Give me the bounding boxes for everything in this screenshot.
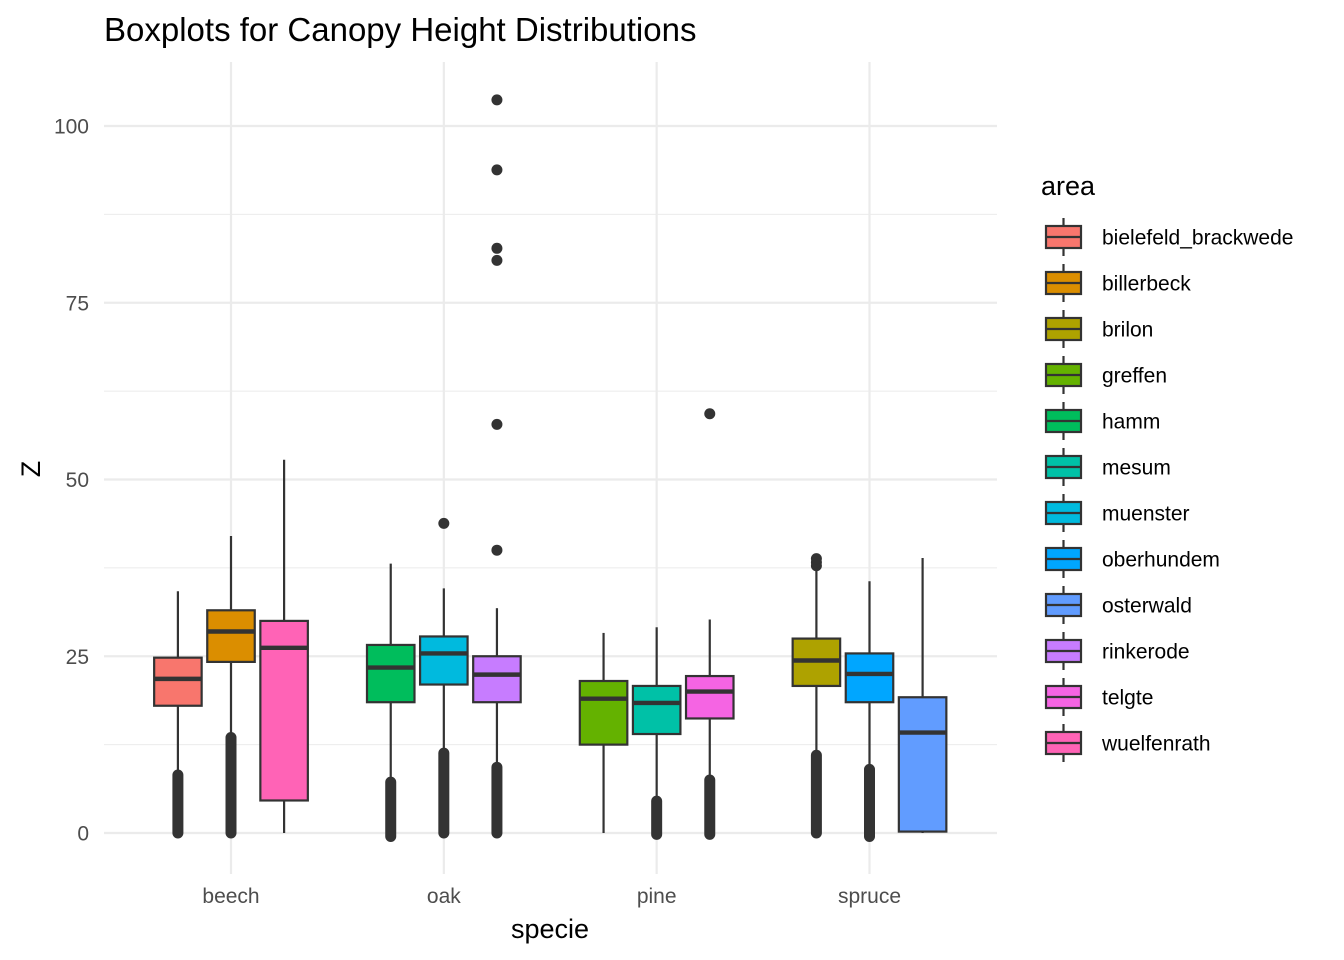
legend-label: brilon <box>1102 319 1153 342</box>
legend-label: bielefeld_brackwede <box>1102 227 1293 250</box>
x-tick-label: pine <box>637 885 677 908</box>
box-beech-billerbeck <box>206 536 256 839</box>
box-oak-rinkerode <box>472 94 522 839</box>
outlier-point <box>491 94 503 106</box>
legend-title: area <box>1041 171 1096 201</box>
box-pine-greffen <box>578 632 629 833</box>
box-oak-muenster <box>418 517 469 839</box>
box-body <box>259 619 309 802</box>
outlier-point <box>491 544 503 556</box>
legend-label: mesum <box>1102 457 1171 480</box>
legend-label: hamm <box>1102 411 1160 434</box>
outlier-point <box>704 408 716 420</box>
legend-label: rinkerode <box>1102 641 1190 664</box>
box-body <box>153 656 203 707</box>
box-pine-telgte <box>684 408 735 840</box>
legend-item-osterwald: osterwald <box>1044 586 1192 624</box>
boxplot-series <box>153 94 948 843</box>
outlier-point <box>810 553 822 565</box>
legend-label: wuelfenrath <box>1101 733 1211 756</box>
box-body <box>684 674 735 720</box>
legend-label: greffen <box>1102 365 1167 388</box>
legend-item-wuelfenrath: wuelfenrath <box>1044 724 1211 762</box>
box-body <box>844 652 895 704</box>
legend-label: muenster <box>1102 503 1190 526</box>
box-body <box>631 684 682 736</box>
legend-item-muenster: muenster <box>1044 494 1190 532</box>
y-tick-label: 25 <box>66 646 89 669</box>
legend-item-bielefeld_brackwede: bielefeld_brackwede <box>1044 218 1293 256</box>
y-axis-title: Z <box>16 461 46 478</box>
outlier-point <box>491 418 503 430</box>
box-beech-wuelfenrath <box>259 459 309 833</box>
legend-label: oberhundem <box>1102 549 1220 572</box>
y-tick-label: 50 <box>66 469 89 492</box>
legend: area bielefeld_brackwede billerbeck brilon… <box>1041 171 1293 762</box>
x-tick-label: beech <box>202 885 259 908</box>
box-spruce-brilon <box>791 553 842 839</box>
legend-label: billerbeck <box>1102 273 1191 296</box>
legend-item-rinkerode: rinkerode <box>1044 632 1190 670</box>
legend-item-mesum: mesum <box>1044 448 1171 486</box>
legend-item-oberhundem: oberhundem <box>1044 540 1220 578</box>
outlier-point <box>491 254 503 266</box>
chart-title: Boxplots for Canopy Height Distributions <box>104 11 696 48</box>
legend-label: osterwald <box>1102 595 1192 618</box>
x-tick-label: oak <box>427 885 461 908</box>
box-body <box>418 635 469 686</box>
box-body <box>365 643 416 704</box>
y-tick-label: 0 <box>77 823 89 846</box>
box-spruce-osterwald <box>897 557 948 833</box>
outlier-point <box>491 242 503 254</box>
grid-lines <box>104 62 997 874</box>
outlier-point <box>491 164 503 176</box>
legend-item-telgte: telgte <box>1044 678 1153 716</box>
box-spruce-oberhundem <box>844 581 895 843</box>
y-axis-ticks: 0 25 50 75 100 <box>54 116 89 846</box>
x-axis-ticks: beech oak pine spruce <box>202 885 901 908</box>
x-axis-title: specie <box>511 914 589 944</box>
y-tick-label: 100 <box>54 116 89 139</box>
box-pine-mesum <box>631 627 682 840</box>
box-beech-bielefeld_brackwede <box>153 591 203 839</box>
box-oak-hamm <box>365 563 416 843</box>
legend-item-greffen: greffen <box>1044 356 1167 394</box>
legend-item-billerbeck: billerbeck <box>1044 264 1191 302</box>
y-tick-label: 75 <box>66 292 89 315</box>
legend-item-hamm: hamm <box>1044 402 1160 440</box>
box-body <box>578 679 629 746</box>
box-body <box>206 609 256 664</box>
box-body <box>897 696 948 833</box>
x-tick-label: spruce <box>838 885 901 908</box>
box-body <box>472 655 522 704</box>
outlier-point <box>438 517 450 529</box>
legend-item-brilon: brilon <box>1044 310 1153 348</box>
legend-label: telgte <box>1102 687 1153 710</box>
